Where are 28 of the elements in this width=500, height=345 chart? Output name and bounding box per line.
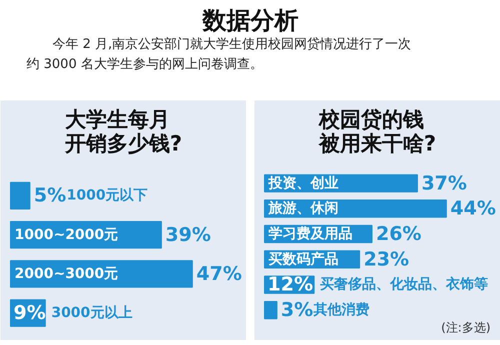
y-tick-label: 3000元以上	[51, 305, 132, 322]
text: 数据分析	[202, 6, 298, 34]
text: 今年 2 月,南京公安部门就大学生使用校园网贷情况进行了一次	[52, 36, 412, 52]
data-label: 37%	[421, 172, 467, 194]
y-tick-label: 投资、创业	[268, 175, 338, 192]
data-label: 23%	[364, 248, 410, 270]
text: 约 3000 名大学生参与的网上问卷调查。	[26, 57, 263, 72]
y-tick-label: 1000~2000元	[14, 226, 118, 243]
annotation: (注:多选)	[441, 320, 490, 334]
chart-title: 大学生每月开销多少钱?	[64, 108, 182, 156]
y-tick-label: 买数码产品	[268, 250, 338, 268]
y-tick-label: 1000元以下	[66, 188, 148, 204]
data-label: 47%	[196, 262, 242, 285]
data-label: 39%	[165, 224, 211, 246]
data-label: 44%	[450, 198, 496, 220]
data-label: 12%	[268, 274, 313, 296]
y-tick-label: 学习费及用品	[268, 226, 352, 242]
y-tick-label: 其他消费	[312, 302, 370, 318]
chart-title: 校园贷的钱被用来干啥?	[318, 108, 436, 156]
data-label: 26%	[376, 223, 422, 246]
y-tick-label: 2000~3000元	[14, 266, 118, 282]
data-label: 9%	[14, 302, 46, 324]
data-label: 3%	[280, 299, 314, 322]
bar	[264, 300, 278, 320]
y-tick-label: 买奢侈品、化妆品、衣饰等	[320, 276, 488, 293]
bar	[10, 182, 30, 210]
data-label: 5%	[34, 184, 66, 207]
y-tick-label: 旅游、休闲	[268, 200, 338, 217]
